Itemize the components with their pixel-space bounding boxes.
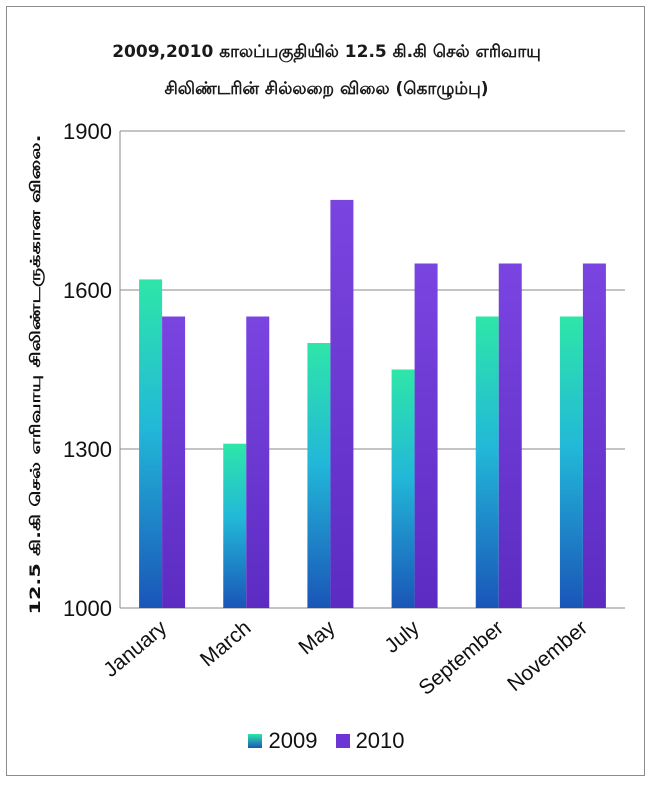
bar-2009-may	[307, 343, 331, 608]
bar-2010-september	[498, 263, 522, 608]
bar-2009-november	[559, 316, 583, 608]
chart-title: 2009,2010 காலப்பகுதியில் 12.5 கி.கி செல்…	[0, 34, 653, 108]
x-tick-may: May	[294, 616, 340, 659]
bar-2010-may	[330, 199, 354, 608]
bar-2009-september	[475, 316, 499, 608]
chart-title-line-2: சிலிண்டரின் சில்லறை விலை (கொழும்பு)	[164, 79, 489, 99]
x-tick-september: September	[414, 616, 507, 700]
bar-2009-march	[223, 443, 247, 608]
y-tick-1900: 1900	[63, 119, 112, 144]
y-tick-labels: 1000 1300 1600 1900	[63, 119, 112, 621]
y-tick-1300: 1300	[63, 437, 112, 462]
bar-2009-july	[391, 369, 415, 608]
legend-label-2010: 2010	[355, 728, 405, 753]
legend-swatch-2009	[248, 734, 263, 748]
legend-item-2009: 2009	[248, 728, 317, 754]
bar-2009-january	[139, 279, 163, 608]
x-tick-july: July	[380, 616, 424, 658]
legend-item-2010: 2010	[335, 728, 405, 754]
x-tick-november: November	[503, 616, 592, 696]
bar-2010-march	[246, 316, 270, 608]
x-tick-march: March	[196, 616, 255, 671]
bar-2010-november	[582, 263, 606, 608]
legend-label-2009: 2009	[268, 728, 318, 753]
legend: 2009 2010	[0, 728, 653, 754]
x-tick-january: January	[99, 616, 171, 682]
bar-2010-july	[414, 263, 438, 608]
gridlines	[119, 130, 625, 609]
legend-swatch-2010	[335, 734, 350, 748]
chart-title-line-1: 2009,2010 காலப்பகுதியில் 12.5 கி.கி செல்…	[112, 42, 541, 62]
y-tick-1000: 1000	[63, 596, 112, 621]
y-tick-1600: 1600	[63, 278, 112, 303]
y-axis-label: 12.5 கி.கி செல் எரிவாயு சிலிண்டருக்கான வ…	[28, 135, 44, 615]
bar-2010-january	[162, 316, 186, 608]
bars	[139, 199, 606, 608]
